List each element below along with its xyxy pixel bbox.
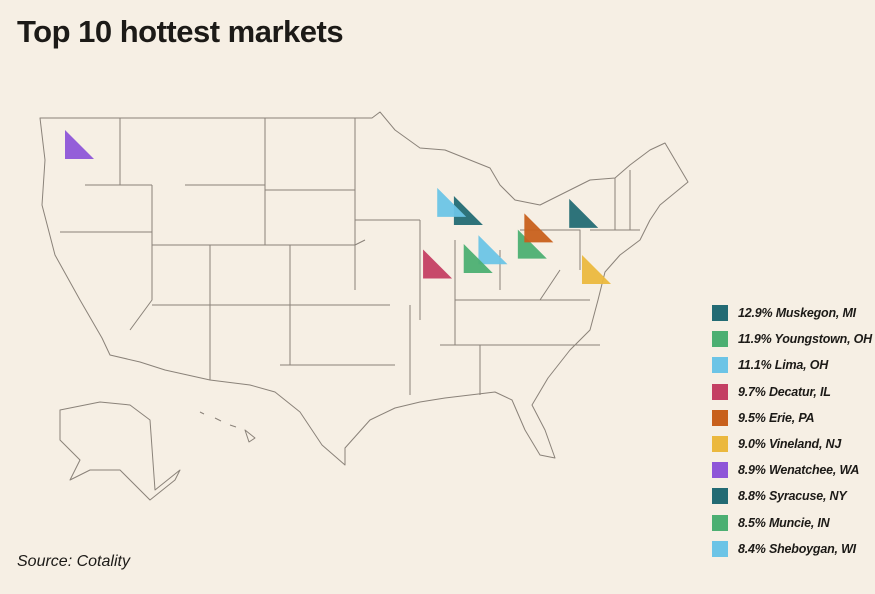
legend-label: 11.9% Youngstown, OH	[738, 332, 872, 347]
legend-swatch	[712, 436, 728, 453]
state-lines	[60, 118, 640, 395]
legend-swatch	[712, 331, 728, 348]
legend-swatch	[712, 357, 728, 374]
legend-swatch	[712, 383, 728, 400]
legend-item: 9.7% Decatur, IL	[712, 379, 872, 405]
legend-item: 8.8% Syracuse, NY	[712, 483, 872, 509]
legend-label: 12.9% Muskegon, MI	[738, 306, 856, 321]
legend-swatch	[712, 462, 728, 479]
legend-label: 8.9% Wenatchee, WA	[738, 463, 860, 478]
marker-muskegon-mi[interactable]	[453, 196, 483, 226]
marker-muncie-in[interactable]	[463, 243, 493, 273]
marker-decatur-il[interactable]	[423, 249, 453, 279]
legend-item: 11.9% Youngstown, OH	[712, 326, 872, 352]
map-title: Top 10 hottest markets	[17, 14, 344, 49]
legend: 12.9% Muskegon, MI 11.9% Youngstown, OH 11…	[712, 300, 872, 562]
marker-erie-pa[interactable]	[524, 213, 554, 243]
legend-item: 8.9% Wenatchee, WA	[712, 457, 872, 483]
legend-item: 8.5% Muncie, IN	[712, 510, 872, 536]
marker-wenatchee-wa[interactable]	[65, 130, 94, 159]
legend-item: 9.0% Vineland, NJ	[712, 431, 872, 457]
legend-swatch	[712, 488, 728, 505]
legend-label: 9.0% Vineland, NJ	[738, 437, 842, 452]
source-note: Source: Cotality	[17, 553, 130, 570]
legend-item: 9.5% Erie, PA	[712, 405, 872, 431]
legend-swatch	[712, 514, 728, 531]
legend-swatch	[712, 540, 728, 557]
legend-label: 8.5% Muncie, IN	[738, 515, 830, 530]
us-outline	[39, 111, 689, 466]
marker-syracuse-ny[interactable]	[569, 198, 599, 228]
state-borders	[39, 111, 689, 501]
marker-lima-oh[interactable]	[478, 235, 508, 265]
legend-swatch	[712, 409, 728, 426]
marker-sheboygan-wi[interactable]	[437, 187, 467, 217]
market-markers	[65, 130, 611, 284]
legend-label: 9.5% Erie, PA	[738, 410, 815, 425]
hawaii-outline	[199, 411, 256, 443]
marker-youngstown-oh[interactable]	[517, 229, 547, 259]
legend-label: 11.1% Lima, OH	[738, 358, 829, 373]
legend-item: 11.1% Lima, OH	[712, 352, 872, 378]
legend-swatch	[712, 305, 728, 322]
alaska-outline	[59, 401, 181, 501]
legend-item: 8.4% Sheboygan, WI	[712, 536, 872, 562]
legend-label: 9.7% Decatur, IL	[738, 384, 831, 399]
legend-label: 8.4% Sheboygan, WI	[738, 541, 856, 556]
legend-label: 8.8% Syracuse, NY	[738, 489, 847, 504]
marker-vineland-nj[interactable]	[582, 255, 611, 284]
legend-item: 12.9% Muskegon, MI	[712, 300, 872, 326]
